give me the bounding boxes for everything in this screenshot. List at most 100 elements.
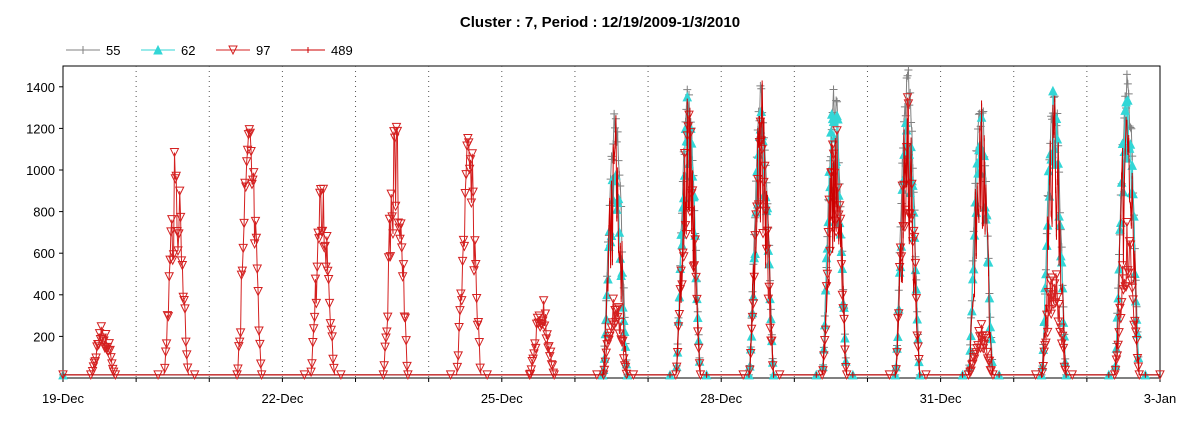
data-point-97 (748, 299, 759, 309)
data-point-97 (252, 264, 263, 275)
data-point-97 (1126, 276, 1137, 287)
data-point-97 (306, 367, 316, 378)
data-point-97 (971, 348, 982, 358)
data-point-97 (836, 260, 847, 270)
data-point-97 (243, 130, 254, 140)
data-point-97 (380, 342, 390, 353)
series-layer (58, 65, 1165, 380)
data-point-62 (833, 113, 843, 124)
data-point-97 (979, 340, 989, 350)
data-point-97 (982, 347, 992, 358)
data-point-97 (169, 148, 180, 158)
data-point-97 (470, 259, 481, 270)
data-point-97 (396, 219, 406, 229)
data-point-55 (1123, 79, 1132, 88)
data-point-97 (1112, 351, 1123, 361)
data-point-97 (608, 294, 619, 305)
data-point-97 (896, 252, 907, 263)
data-point-97 (908, 226, 919, 237)
data-point-97 (827, 140, 838, 151)
data-point-97 (1123, 268, 1134, 279)
data-point-97 (611, 304, 622, 315)
data-point-97 (903, 99, 914, 109)
data-point-55 (829, 85, 838, 94)
data-point-62 (1117, 138, 1128, 148)
data-point-97 (164, 272, 174, 282)
data-point-97 (328, 354, 338, 365)
data-point-55 (904, 65, 913, 74)
data-point-97 (612, 312, 623, 323)
data-point-97 (1116, 298, 1127, 308)
data-point-97 (691, 272, 701, 283)
data-point-97 (254, 326, 264, 337)
legend: 55 62 97 489 (66, 43, 353, 58)
data-point-97 (475, 363, 485, 374)
data-point-97 (467, 149, 478, 159)
data-point-97 (620, 362, 631, 373)
data-point-97 (460, 189, 471, 199)
data-point-97 (181, 337, 191, 348)
data-point-62 (967, 273, 978, 284)
data-point-97 (604, 331, 615, 342)
data-point-97 (312, 262, 323, 273)
data-point-97 (249, 239, 260, 250)
data-point-97 (526, 365, 537, 376)
data-point-97 (395, 234, 405, 245)
data-point-62 (614, 227, 625, 237)
data-point-97 (751, 210, 761, 220)
data-point-62 (1048, 85, 1058, 96)
data-point-97 (251, 233, 262, 244)
data-point-55 (1128, 152, 1137, 161)
data-point-97 (177, 261, 188, 271)
data-point-97 (541, 334, 552, 344)
data-point-97 (471, 294, 482, 304)
series-489 (62, 80, 1160, 378)
data-point-97 (172, 226, 182, 237)
data-point-55 (903, 71, 912, 80)
data-point-97 (235, 328, 246, 339)
data-point-97 (161, 339, 172, 349)
data-point-97 (750, 231, 760, 241)
data-point-97 (174, 229, 184, 239)
y-tick-label: 600 (33, 246, 55, 261)
data-point-97 (241, 157, 252, 167)
data-point-97 (311, 298, 322, 309)
data-point-62 (819, 319, 830, 330)
data-point-55 (757, 84, 766, 93)
data-point-97 (1058, 343, 1069, 354)
data-point-62 (826, 126, 836, 137)
data-point-62 (1052, 133, 1063, 144)
data-point-97 (388, 229, 398, 240)
data-point-97 (458, 235, 469, 246)
data-point-97 (233, 364, 243, 375)
data-point-55 (682, 105, 691, 114)
y-axis: 200 400 600 800 1000 1200 1400 (26, 80, 63, 344)
data-point-97 (182, 363, 193, 374)
data-point-55 (968, 256, 977, 265)
chart-title: Cluster : 7, Period : 12/19/2009-1/3/201… (460, 14, 740, 31)
x-axis: 19-Dec 22-Dec 25-Dec 28-Dec 31-Dec 3-Jan (42, 378, 1176, 406)
data-point-97 (547, 361, 558, 371)
data-point-62 (606, 230, 617, 241)
data-point-55 (610, 109, 619, 118)
data-point-62 (968, 263, 979, 274)
data-point-97 (322, 266, 333, 277)
legend-label-62: 62 (181, 43, 195, 58)
x-tick-label: 22-Dec (261, 391, 303, 406)
data-point-97 (323, 274, 334, 285)
data-point-97 (107, 359, 117, 369)
y-tick-label: 800 (33, 205, 55, 220)
data-point-97 (307, 359, 317, 369)
data-point-97 (87, 367, 98, 377)
data-point-97 (95, 335, 106, 345)
y-tick-label: 1000 (26, 163, 55, 178)
x-tick-label: 28-Dec (700, 391, 742, 406)
data-point-97 (539, 321, 550, 332)
data-point-97 (314, 234, 324, 244)
data-point-97 (386, 189, 397, 200)
data-point-97 (470, 236, 480, 246)
data-point-97 (1130, 327, 1141, 338)
legend-label-489: 489 (331, 43, 353, 58)
data-point-62 (1041, 240, 1052, 250)
data-point-97 (166, 227, 176, 238)
